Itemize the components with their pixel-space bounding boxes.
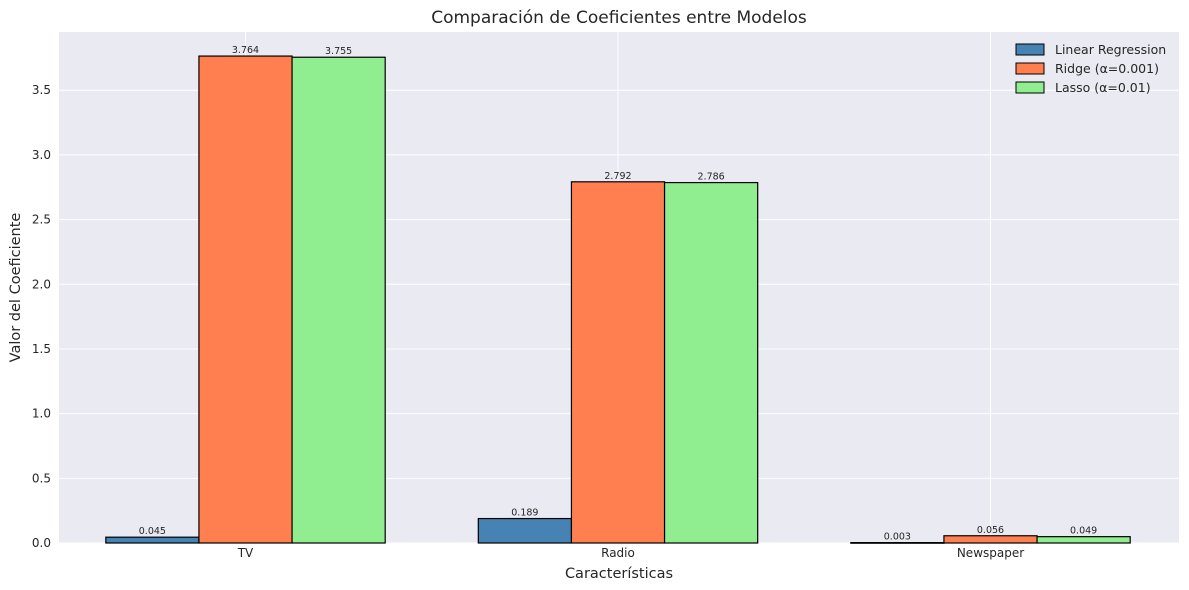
x-tick-label: TV	[237, 546, 254, 560]
legend-label: Linear Regression	[1055, 42, 1166, 57]
y-tick-label: 0.0	[32, 536, 51, 550]
y-tick-label: 1.0	[32, 407, 51, 421]
bar-value-label: 0.045	[139, 526, 166, 537]
x-axis-title: Características	[565, 566, 673, 582]
x-axis-ticks: TV Radio Newspaper	[237, 546, 1024, 560]
bar-value-label: 3.755	[325, 46, 352, 57]
y-tick-label: 3.5	[32, 83, 51, 97]
x-tick-label: Newspaper	[957, 546, 1024, 560]
legend-label: Ridge (α=0.001)	[1055, 61, 1159, 76]
bar-value-label: 0.189	[511, 508, 538, 519]
legend-swatch	[1015, 62, 1045, 75]
bar	[1036, 536, 1131, 544]
bar-value-label: 0.056	[977, 525, 1004, 536]
bar	[105, 536, 200, 544]
bar-value-label: 0.049	[1070, 526, 1097, 537]
legend-label: Lasso (α=0.01)	[1055, 80, 1151, 95]
legend: Linear Regression Ridge (α=0.001) Lasso (α…	[1015, 42, 1166, 95]
bar-value-label: 0.003	[884, 532, 911, 543]
y-tick-label: 0.5	[32, 471, 51, 485]
legend-swatch	[1015, 81, 1045, 94]
bar	[291, 56, 386, 544]
y-tick-label: 2.5	[32, 213, 51, 227]
bar	[850, 542, 945, 544]
data-labels: 0.045 0.189 0.003 3.764 2.792 0.056 3.755 2.786…	[139, 45, 1097, 543]
y-tick-label: 2.0	[32, 277, 51, 291]
y-tick-label: 3.0	[32, 148, 51, 162]
bar	[943, 535, 1038, 544]
bar	[570, 181, 666, 544]
y-axis-title: Valor del Coeficiente	[8, 213, 24, 363]
bar-value-label: 2.792	[604, 171, 631, 182]
bar-value-label: 2.786	[698, 172, 725, 183]
x-tick-label: Radio	[601, 546, 635, 560]
bars	[105, 55, 1131, 544]
y-tick-label: 1.5	[32, 342, 51, 356]
y-axis-ticks: 0.0 0.5 1.0 1.5 2.0 2.5 3.0 3.5	[32, 83, 51, 550]
legend-swatch	[1015, 43, 1045, 56]
bar	[198, 55, 293, 544]
bar	[477, 517, 573, 544]
chart-title: Comparación de Coeficientes entre Modelo…	[431, 8, 807, 28]
bar-value-label: 3.764	[232, 45, 259, 56]
bar	[663, 181, 759, 544]
